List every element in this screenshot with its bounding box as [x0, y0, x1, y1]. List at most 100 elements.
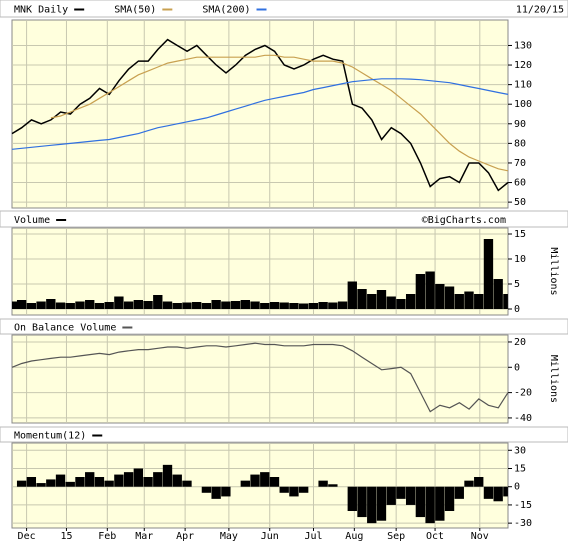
bar — [279, 486, 289, 493]
bar — [16, 480, 27, 487]
x-tick-label: Sep — [387, 531, 405, 542]
bar — [94, 303, 105, 309]
bar — [454, 294, 464, 309]
panel-strip — [0, 0, 568, 18]
y-axis-label: Millions — [548, 355, 559, 403]
bar — [12, 301, 22, 309]
bar — [367, 294, 377, 309]
y-tick-label: 15 — [514, 229, 526, 240]
bar — [503, 294, 508, 309]
y-tick-label: 0 — [514, 482, 520, 493]
bar — [328, 302, 338, 309]
bar — [182, 480, 192, 487]
bar — [347, 281, 357, 309]
bar — [85, 472, 95, 487]
bar — [493, 486, 503, 502]
bar — [444, 286, 455, 309]
bar — [201, 303, 212, 309]
x-tick-label: Jul — [304, 531, 322, 542]
y-tick-label: 10 — [514, 254, 526, 265]
bar — [474, 294, 484, 309]
bar — [221, 486, 231, 497]
bar — [298, 486, 309, 493]
bar — [55, 302, 66, 309]
bar — [172, 474, 182, 487]
bar — [483, 486, 494, 499]
bar — [133, 468, 144, 487]
bar — [143, 477, 153, 487]
data-line — [11, 38, 509, 192]
legend-label: MNK Daily — [14, 5, 68, 16]
data-line — [50, 54, 509, 172]
y-tick-label: 130 — [514, 40, 532, 51]
data-line — [11, 78, 509, 150]
x-tick-label: Oct — [426, 531, 444, 542]
panel-background — [11, 334, 509, 424]
y-tick-label: 0 — [514, 304, 520, 315]
bar — [201, 486, 212, 493]
bar — [85, 300, 95, 309]
bar — [405, 294, 416, 309]
y-tick-label: 120 — [514, 60, 532, 71]
bar — [260, 472, 270, 487]
y-tick-label: 50 — [514, 197, 526, 208]
bar — [289, 486, 299, 497]
bar — [162, 301, 173, 309]
bar — [357, 486, 367, 518]
bar — [104, 302, 114, 309]
bar — [123, 472, 134, 487]
bar — [143, 301, 153, 309]
bar — [230, 301, 241, 309]
y-tick-label: 80 — [514, 138, 526, 149]
bar — [386, 486, 396, 505]
y-tick-label: 100 — [514, 99, 532, 110]
bar — [55, 474, 66, 487]
bar — [483, 239, 494, 309]
bar — [182, 302, 192, 309]
x-tick-label: May — [220, 531, 238, 542]
bar — [357, 289, 367, 309]
bar — [65, 481, 75, 487]
bar — [415, 274, 426, 309]
bar — [435, 284, 445, 309]
bar — [396, 486, 406, 499]
bar — [444, 486, 455, 511]
x-tick-label: Aug — [345, 531, 363, 542]
bar — [318, 480, 328, 487]
x-tick-label: Jun — [261, 531, 279, 542]
bar — [289, 303, 299, 309]
y-tick-label: 20 — [514, 337, 526, 348]
bar — [221, 301, 231, 309]
legend-label: SMA(50) — [114, 5, 156, 16]
y-axis-label: Millions — [548, 247, 559, 295]
panel-title: On Balance Volume — [14, 323, 116, 334]
x-tick-label: Dec — [18, 531, 36, 542]
y-tick-label: 110 — [514, 80, 532, 91]
source-label: ©BigCharts.com — [422, 215, 506, 226]
bar — [153, 295, 163, 309]
y-tick-label: 70 — [514, 158, 526, 169]
bar — [347, 486, 357, 511]
legend-label: SMA(200) — [202, 5, 250, 16]
bar — [65, 303, 75, 309]
bar — [114, 296, 124, 309]
bar — [250, 301, 260, 309]
x-tick-label: Feb — [98, 531, 116, 542]
bar — [211, 300, 221, 309]
x-tick-label: Nov — [471, 531, 489, 542]
bar — [386, 296, 396, 309]
bar — [46, 299, 56, 309]
bar — [298, 303, 309, 309]
x-tick-label: 15 — [60, 531, 72, 542]
bar — [318, 302, 328, 309]
x-tick-label: Mar — [135, 531, 153, 542]
panel-background — [11, 442, 509, 529]
bar — [376, 486, 387, 521]
bar — [104, 480, 114, 487]
bar — [75, 477, 85, 487]
y-tick-label: -40 — [514, 413, 532, 424]
bar — [367, 486, 377, 524]
bar — [308, 303, 319, 309]
y-tick-label: 0 — [514, 362, 520, 373]
